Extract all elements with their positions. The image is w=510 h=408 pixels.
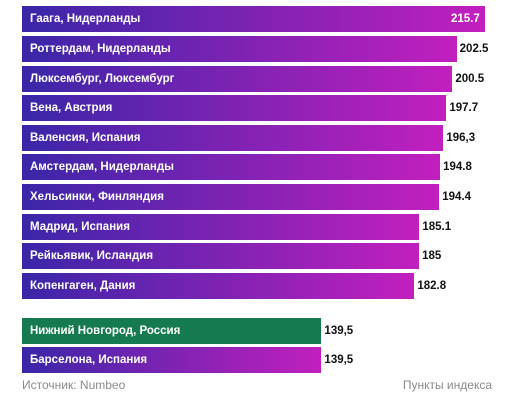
- chart-units: Пункты индекса: [402, 378, 492, 392]
- bar-label: Копенгаген, Дания: [30, 280, 136, 292]
- bar: [22, 184, 440, 210]
- bar-label: Амстердам, Нидерланды: [30, 161, 174, 173]
- bar-label: Хельсинки, Финляндия: [30, 191, 164, 203]
- bar-label: Рейкьявик, Исландия: [30, 250, 154, 262]
- bar-value: 215.7: [451, 13, 480, 25]
- bar: [22, 347, 322, 373]
- bar-value: 194.8: [443, 161, 472, 173]
- bar-value: 196,3: [446, 132, 476, 144]
- bar: [22, 95, 447, 121]
- bar: [22, 243, 420, 269]
- bar-value: 185.1: [422, 221, 452, 233]
- bar-value: 202.5: [459, 43, 489, 55]
- chart-source: Источник: Numbeo: [22, 378, 126, 392]
- bar: [22, 214, 420, 240]
- bar: [22, 66, 453, 92]
- bar-label: Барселона, Испания: [30, 354, 148, 366]
- bar: [22, 273, 415, 299]
- bar-value: 139,5: [324, 354, 354, 366]
- bar-value: 200.5: [455, 73, 485, 85]
- bar: [22, 36, 457, 62]
- bar: [22, 125, 444, 151]
- bar-label: Люксембург, Люксембург: [30, 73, 175, 85]
- bar-label: Нижний Новгород, Россия: [30, 325, 181, 337]
- bar-label: Роттердам, Нидерланды: [30, 43, 171, 55]
- bar-value: 185: [422, 250, 442, 262]
- bar-value: 194.4: [442, 191, 472, 203]
- bar: [22, 154, 441, 180]
- bar-value: 139,5: [324, 325, 354, 337]
- bar-label: Валенсия, Испания: [30, 132, 141, 144]
- bar-label: Гаага, Нидерланды: [30, 13, 141, 25]
- bar: [22, 318, 322, 344]
- bar-label: Вена, Австрия: [30, 102, 113, 114]
- bar-value: 182.8: [417, 280, 447, 292]
- bar: [22, 6, 485, 32]
- bar-label: Мадрид, Испания: [30, 221, 130, 233]
- bar-value: 197.7: [449, 102, 479, 114]
